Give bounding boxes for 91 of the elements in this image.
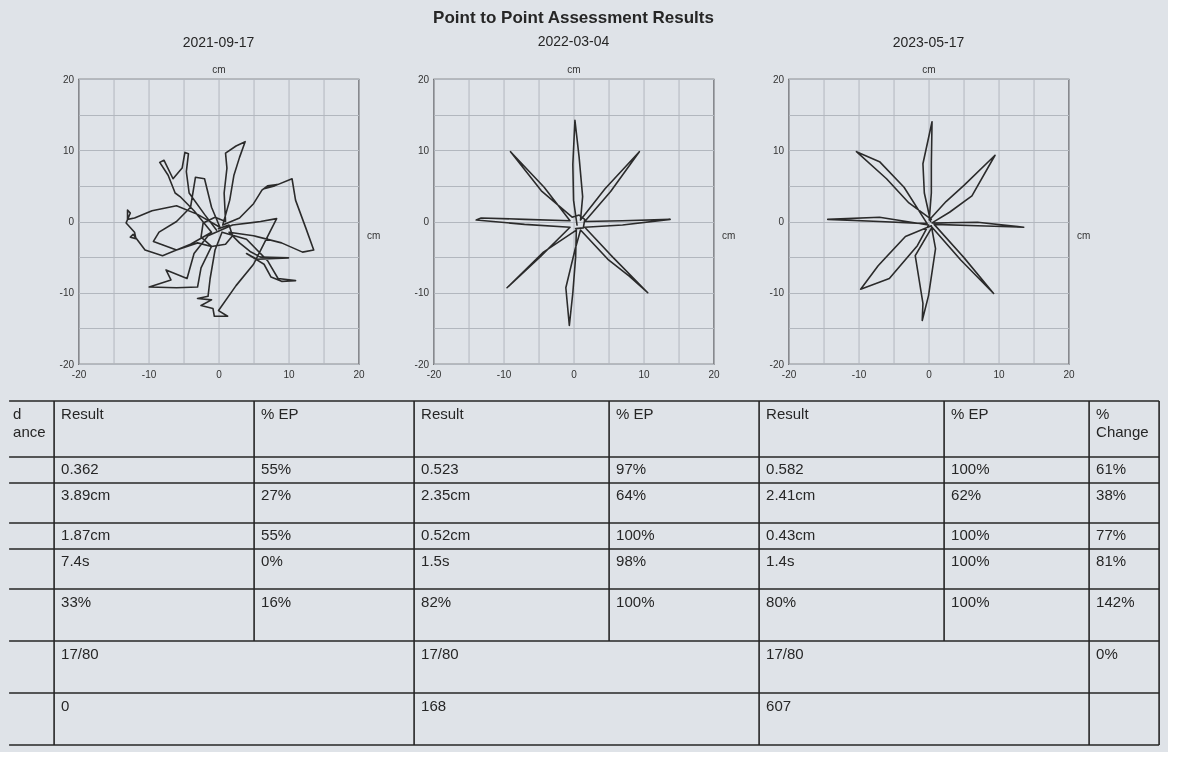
y-tick-label: -20 <box>59 358 75 370</box>
text: 100% <box>951 552 990 569</box>
y-tick-label: 20 <box>62 73 75 85</box>
chart-title: Point to Point Assessment Results <box>433 8 714 27</box>
y-tick-label: -20 <box>769 358 785 370</box>
text: Result <box>766 405 810 422</box>
text: 17/80 <box>421 645 459 662</box>
text: Change <box>1096 423 1149 440</box>
x-axis-title: cm <box>1077 230 1091 241</box>
text: 77% <box>1096 526 1127 543</box>
text: Result <box>61 405 105 422</box>
text: 0% <box>261 552 283 569</box>
text: Result <box>421 405 465 422</box>
chart-subtitle: 2022-03-04 <box>537 33 610 49</box>
text: 17/80 <box>766 645 804 662</box>
chart-subtitle: 2021-09-17 <box>182 34 255 50</box>
text: 100% <box>951 593 990 610</box>
text: 62% <box>951 486 982 503</box>
text: 98% <box>616 552 647 569</box>
text: % EP <box>261 405 299 422</box>
x-axis-title: cm <box>367 230 381 241</box>
x-tick-label: 20 <box>353 368 366 380</box>
text: 80% <box>766 593 797 610</box>
text: 607 <box>766 697 792 714</box>
text: 55% <box>261 460 292 477</box>
text: 1.4s <box>766 552 795 569</box>
text: % <box>1096 405 1110 422</box>
x-tick-label: 0 <box>571 368 578 380</box>
y-tick-label: 0 <box>68 216 75 227</box>
text: 81% <box>1096 552 1127 569</box>
y-tick-label: 0 <box>423 216 430 227</box>
text: 0.523 <box>421 460 459 477</box>
y-tick-label: 10 <box>62 144 75 156</box>
text: 55% <box>261 526 292 543</box>
y-axis-title: cm <box>922 63 936 75</box>
text: 100% <box>616 593 655 610</box>
y-tick-label: 20 <box>772 73 785 85</box>
text: % EP <box>616 405 654 422</box>
x-tick-label: 0 <box>926 368 933 380</box>
x-tick-label: 0 <box>216 368 223 380</box>
text: 33% <box>61 593 92 610</box>
text: 61% <box>1096 460 1127 477</box>
text: 100% <box>951 526 990 543</box>
y-tick-label: 0 <box>778 216 785 227</box>
x-tick-label: -10 <box>851 368 867 380</box>
y-tick-label: 20 <box>417 73 430 85</box>
text: 17/80 <box>61 645 99 662</box>
x-tick-label: 20 <box>708 368 721 380</box>
text: 100% <box>616 526 655 543</box>
text: 0.582 <box>766 460 804 477</box>
text: 3.89cm <box>61 486 111 503</box>
text: 27% <box>261 486 292 503</box>
text: 0.362 <box>61 460 99 477</box>
x-tick-label: -10 <box>496 368 512 380</box>
text: 82% <box>421 593 452 610</box>
y-tick-label: 10 <box>772 144 785 156</box>
text: 100% <box>951 460 990 477</box>
text: 97% <box>616 460 647 477</box>
y-tick-label: -10 <box>769 287 785 299</box>
y-tick-label: -10 <box>414 287 430 299</box>
text: 1.87cm <box>61 526 111 543</box>
x-tick-label: -20 <box>781 368 797 380</box>
text: 0.52cm <box>421 526 471 543</box>
y-tick-label: 10 <box>417 144 430 156</box>
x-tick-label: -10 <box>141 368 157 380</box>
x-tick-label: 10 <box>993 368 1006 380</box>
text: % EP <box>951 405 989 422</box>
text: 64% <box>616 486 647 503</box>
text: 2.41cm <box>766 486 816 503</box>
x-tick-label: 20 <box>1063 368 1076 380</box>
text: 38% <box>1096 486 1127 503</box>
x-tick-label: 10 <box>283 368 296 380</box>
text: 16% <box>261 593 292 610</box>
text: 0.43cm <box>766 526 816 543</box>
x-tick-label: -20 <box>71 368 87 380</box>
text: 0% <box>1096 645 1118 662</box>
y-axis-title: cm <box>212 63 226 75</box>
x-tick-label: 10 <box>638 368 651 380</box>
y-tick-label: -10 <box>59 287 75 299</box>
chart-subtitle: 2023-05-17 <box>892 34 965 50</box>
y-tick-label: -20 <box>414 358 430 370</box>
text: 142% <box>1096 593 1135 610</box>
y-axis-title: cm <box>567 63 581 75</box>
text: 7.4s <box>61 552 90 569</box>
text: ance <box>13 423 46 440</box>
x-tick-label: -20 <box>426 368 442 380</box>
x-axis-title: cm <box>722 230 736 241</box>
text: 1.5s <box>421 552 450 569</box>
text: 168 <box>421 697 447 714</box>
text: d <box>13 405 22 422</box>
text: 2.35cm <box>421 486 471 503</box>
